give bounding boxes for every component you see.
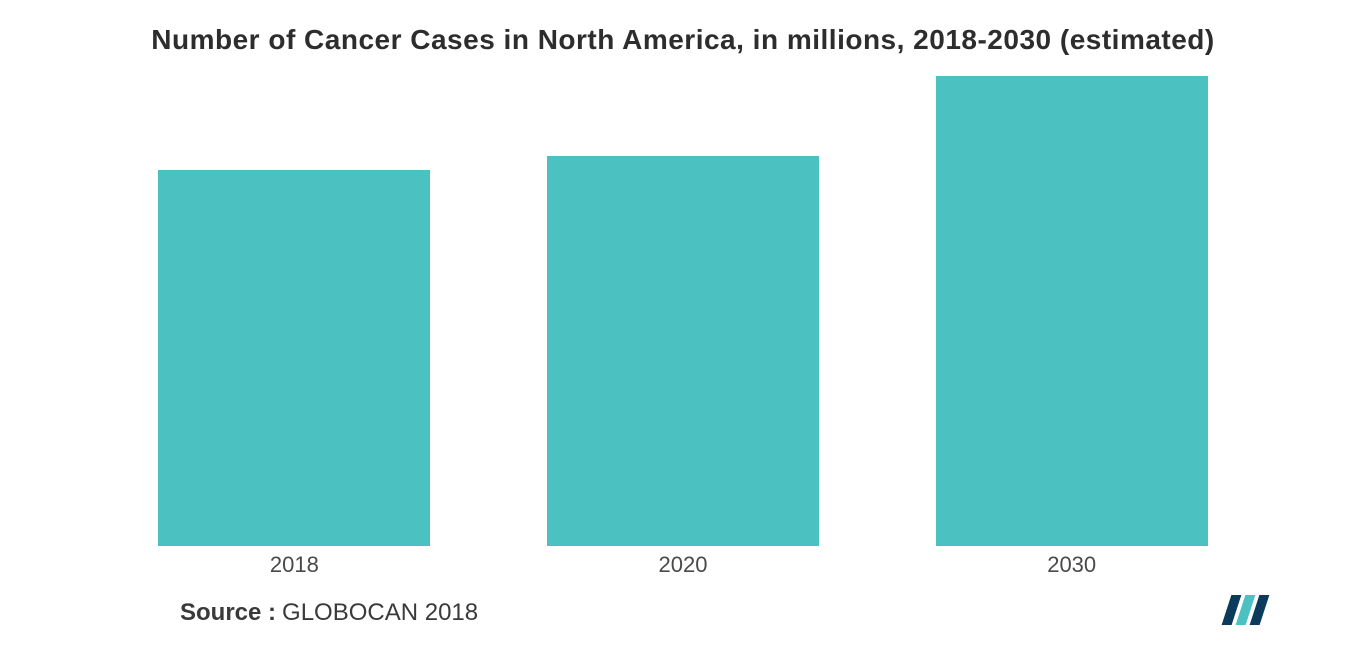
source-label: Source : <box>180 599 276 627</box>
x-label: 2020 <box>489 552 878 578</box>
source-value: GLOBOCAN 2018 <box>282 599 478 627</box>
bar-2030 <box>936 76 1208 546</box>
bar-2020 <box>547 156 819 546</box>
chart-container: Number of Cancer Cases in North America,… <box>0 0 1366 655</box>
x-label: 2030 <box>877 552 1266 578</box>
chart-title: Number of Cancer Cases in North America,… <box>60 24 1306 56</box>
bar-slot <box>489 76 878 546</box>
bar-slot <box>877 76 1266 546</box>
x-axis-labels: 2018 2020 2030 <box>60 546 1306 578</box>
x-label: 2018 <box>100 552 489 578</box>
bar-slot <box>100 76 489 546</box>
bar-2018 <box>158 170 430 546</box>
source-attribution: Source : GLOBOCAN 2018 <box>180 599 478 627</box>
chart-plot-area <box>60 76 1306 546</box>
mordor-intelligence-logo-icon <box>1218 593 1276 627</box>
